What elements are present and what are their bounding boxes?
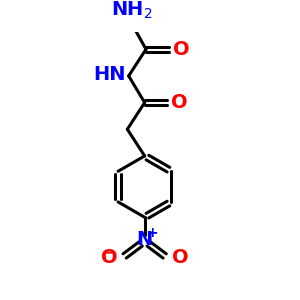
- Text: HN: HN: [94, 65, 126, 84]
- Text: NH$_2$: NH$_2$: [110, 0, 152, 21]
- Text: −: −: [101, 245, 113, 259]
- Text: O: O: [173, 40, 189, 59]
- Text: O: O: [100, 248, 117, 267]
- Text: +: +: [146, 226, 158, 240]
- Text: N: N: [136, 230, 153, 249]
- Text: O: O: [172, 248, 189, 267]
- Text: O: O: [171, 93, 188, 112]
